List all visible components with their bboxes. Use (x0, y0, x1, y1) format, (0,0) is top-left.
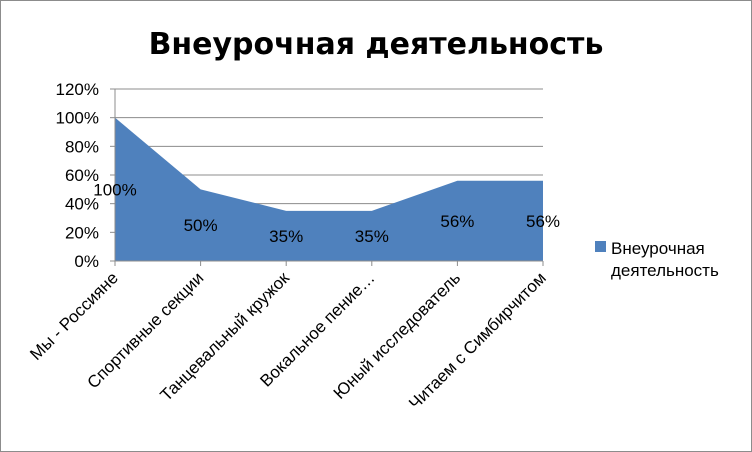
data-labels: 100% 50% 35% 35% 56% 56% (93, 180, 560, 246)
data-label: 35% (269, 227, 303, 246)
y-tick-label: 40% (65, 195, 99, 214)
area-series (115, 117, 543, 262)
legend-label: Внеурочная деятельность (611, 239, 719, 280)
y-tick-labels: 0% 20% 40% 60% 80% 100% 120% (56, 80, 99, 271)
data-label: 56% (440, 212, 474, 231)
y-tick-label: 120% (56, 80, 99, 99)
axes (110, 88, 544, 266)
legend: Внеурочная деятельность (595, 239, 719, 280)
data-label: 56% (526, 212, 560, 231)
legend-label-line: деятельность (611, 261, 719, 280)
y-tick-label: 100% (56, 109, 99, 128)
data-label: 100% (93, 180, 136, 199)
legend-label-line: Внеурочная (611, 239, 705, 258)
y-tick-label: 80% (65, 137, 99, 156)
legend-swatch (595, 241, 606, 252)
data-label: 35% (355, 227, 389, 246)
y-tick-label: 0% (74, 252, 99, 271)
y-tick-label: 60% (65, 166, 99, 185)
y-tick-label: 20% (65, 223, 99, 242)
chart-title: Внеурочная деятельность (149, 27, 604, 62)
category-label: Мы - Россияне (26, 268, 122, 364)
category-label: Читаем с Симбирчитом (405, 268, 550, 413)
area-fill (115, 117, 543, 262)
data-label: 50% (184, 216, 218, 235)
